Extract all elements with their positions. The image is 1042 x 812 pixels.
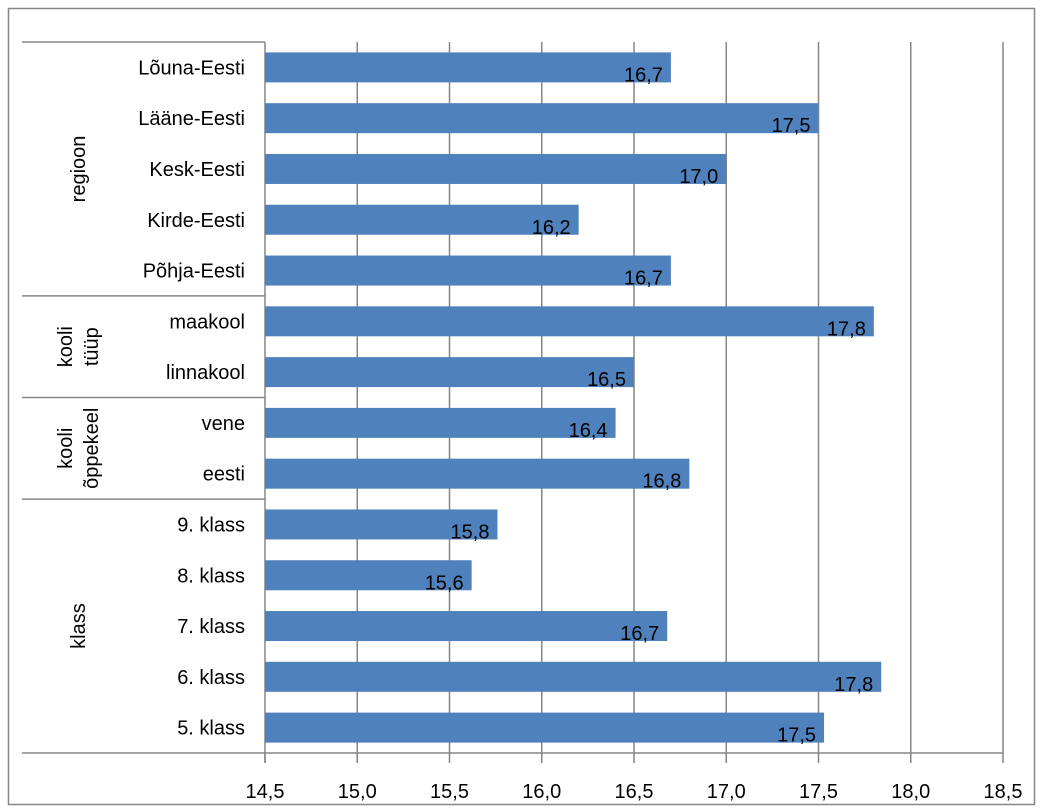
category-label: Kesk-Eesti [149,159,245,181]
x-tick-label: 15,0 [338,781,377,803]
bar [265,103,819,134]
group-label-line: kooli [55,326,77,367]
x-tick-label: 18,5 [984,781,1023,803]
bar [265,407,616,438]
group-label: regioon [68,136,90,203]
data-label: 16,8 [642,471,681,493]
x-tick-label: 16,5 [615,781,654,803]
category-label: 6. klass [177,667,245,689]
data-label: 17,8 [827,318,866,340]
data-label: 15,8 [451,521,490,543]
category-label: 7. klass [177,616,245,638]
category-label: Põhja-Eesti [143,261,245,283]
bar [265,255,671,286]
data-label: 16,7 [620,623,659,645]
data-label: 17,5 [777,725,816,747]
x-tick-label: 15,5 [430,781,469,803]
category-label: 9. klass [177,514,245,536]
bar [265,306,874,337]
group-label-line: regioon [68,136,90,203]
x-tick-label: 18,0 [891,781,930,803]
category-label: Lõuna-Eesti [138,57,245,79]
group-label-line: tüüp [81,327,103,366]
group-label-line: kooli [55,428,77,469]
bar [265,560,472,591]
group-label: kooli õppekeel [55,408,103,489]
category-label: maakool [169,311,245,333]
bar [265,611,668,642]
x-tick-label: 14,5 [246,781,285,803]
data-label: 17,5 [772,115,811,137]
chart-border [7,7,1036,806]
category-label: Lääne-Eesti [138,108,245,130]
category-label: 5. klass [177,718,245,740]
data-label: 16,5 [587,369,626,391]
bar [265,204,579,235]
category-label: vene [202,413,245,435]
data-label: 16,4 [569,420,608,442]
data-label: 17,0 [679,166,718,188]
bar [265,153,727,184]
group-label-line: õppekeel [81,408,103,489]
x-tick-label: 16,0 [522,781,561,803]
data-label: 16,2 [532,217,571,239]
data-label: 16,7 [624,64,663,86]
group-label-line: klass [68,603,90,649]
bar [265,712,825,743]
group-label: kooli tüüp [55,326,103,367]
group-label: klass [68,603,90,649]
category-label: 8. klass [177,565,245,587]
bar [265,52,671,83]
category-label: linnakool [166,362,245,384]
x-tick-label: 17,0 [707,781,746,803]
bar [265,661,882,692]
data-label: 17,8 [834,674,873,696]
category-label: Kirde-Eesti [147,210,245,232]
bar [265,509,498,540]
category-label: eesti [203,464,245,486]
data-label: 16,7 [624,268,663,290]
data-label: 15,6 [425,572,464,594]
bar [265,458,690,489]
x-tick-label: 17,5 [799,781,838,803]
bar [265,357,634,388]
